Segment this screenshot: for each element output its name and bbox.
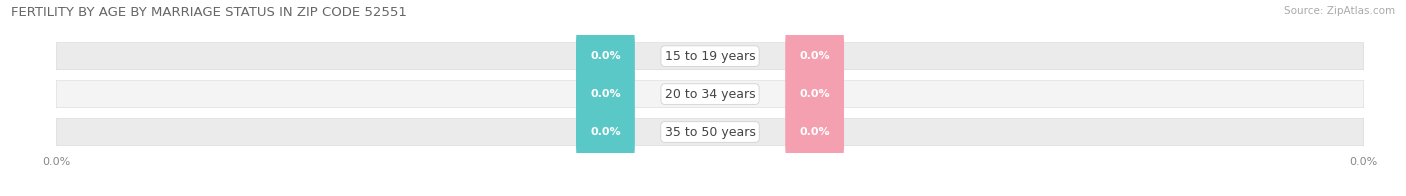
Text: 0.0%: 0.0%	[591, 89, 620, 99]
Text: 0.0%: 0.0%	[800, 127, 830, 137]
Text: 0.0%: 0.0%	[591, 51, 620, 61]
FancyBboxPatch shape	[785, 63, 844, 125]
FancyBboxPatch shape	[785, 25, 844, 87]
Text: 0.0%: 0.0%	[591, 127, 620, 137]
FancyBboxPatch shape	[56, 80, 1364, 108]
FancyBboxPatch shape	[576, 63, 636, 125]
Text: 15 to 19 years: 15 to 19 years	[665, 50, 755, 63]
Text: 20 to 34 years: 20 to 34 years	[665, 88, 755, 101]
Text: FERTILITY BY AGE BY MARRIAGE STATUS IN ZIP CODE 52551: FERTILITY BY AGE BY MARRIAGE STATUS IN Z…	[11, 6, 408, 19]
Text: Source: ZipAtlas.com: Source: ZipAtlas.com	[1284, 6, 1395, 16]
FancyBboxPatch shape	[576, 25, 636, 87]
Text: 0.0%: 0.0%	[800, 51, 830, 61]
Text: 0.0%: 0.0%	[800, 89, 830, 99]
FancyBboxPatch shape	[56, 118, 1364, 146]
FancyBboxPatch shape	[785, 101, 844, 163]
Text: 35 to 50 years: 35 to 50 years	[665, 125, 755, 139]
FancyBboxPatch shape	[56, 43, 1364, 70]
FancyBboxPatch shape	[576, 101, 636, 163]
